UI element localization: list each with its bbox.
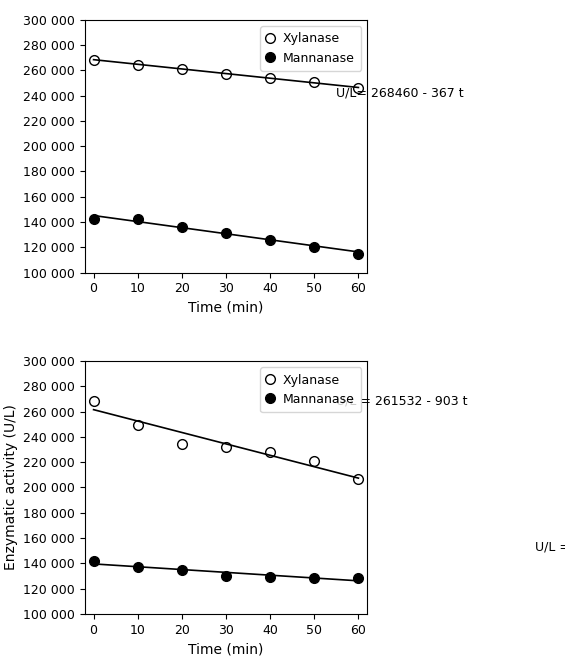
Text: U/L = 139474 - 223 t: U/L = 139474 - 223 t: [535, 541, 565, 553]
Line: Xylanase: Xylanase: [89, 397, 363, 483]
Mannanase: [223, 230, 229, 238]
Mannanase: [223, 572, 229, 580]
Line: Xylanase: Xylanase: [89, 55, 363, 93]
Legend: Xylanase, Mannanase: Xylanase, Mannanase: [260, 367, 361, 412]
Xylanase: [90, 397, 97, 405]
Mannanase: [179, 566, 185, 574]
Mannanase: [90, 557, 97, 565]
Mannanase: [311, 574, 318, 582]
Line: Mannanase: Mannanase: [89, 214, 363, 259]
Mannanase: [134, 563, 141, 571]
Xylanase: [311, 78, 318, 86]
Text: U/L = 261532 - 903 t: U/L = 261532 - 903 t: [336, 395, 468, 408]
Mannanase: [134, 216, 141, 224]
Xylanase: [179, 65, 185, 73]
Xylanase: [179, 440, 185, 448]
Mannanase: [311, 244, 318, 251]
Xylanase: [134, 422, 141, 430]
Mannanase: [355, 249, 362, 257]
Text: U/L= 268460 - 367 t: U/L= 268460 - 367 t: [336, 86, 464, 100]
Xylanase: [267, 74, 273, 82]
Mannanase: [267, 573, 273, 581]
Xylanase: [311, 457, 318, 465]
Xylanase: [134, 61, 141, 69]
Legend: Xylanase, Mannanase: Xylanase, Mannanase: [260, 26, 361, 71]
Mannanase: [90, 216, 97, 224]
X-axis label: Time (min): Time (min): [188, 642, 264, 656]
Y-axis label: Enzymatic activity (U/L): Enzymatic activity (U/L): [3, 405, 18, 570]
Xylanase: [355, 84, 362, 92]
Xylanase: [267, 448, 273, 456]
Xylanase: [90, 56, 97, 64]
Line: Mannanase: Mannanase: [89, 556, 363, 583]
Xylanase: [355, 475, 362, 482]
Xylanase: [223, 443, 229, 451]
Mannanase: [355, 574, 362, 582]
X-axis label: Time (min): Time (min): [188, 301, 264, 315]
Mannanase: [179, 223, 185, 231]
Mannanase: [267, 236, 273, 244]
Xylanase: [223, 70, 229, 78]
